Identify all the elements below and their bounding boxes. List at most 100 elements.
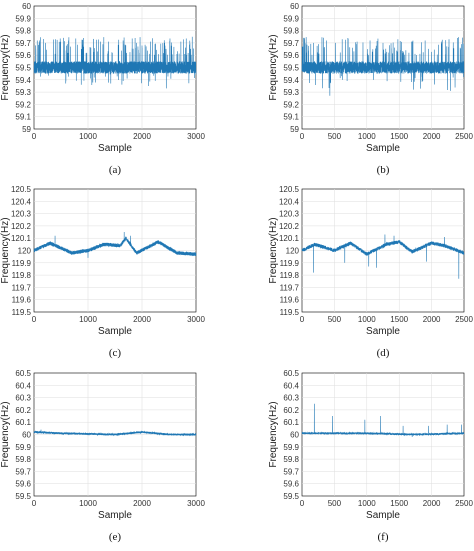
x-tick-label: 1000 <box>358 132 376 141</box>
y-tick-label: 59 <box>290 125 299 134</box>
y-axis-label: Frequency(Hz) <box>268 34 279 100</box>
x-tick-label: 2500 <box>455 499 473 508</box>
y-tick-label: 120 <box>286 247 300 256</box>
y-tick-label: 60.1 <box>283 418 299 427</box>
x-tick-label: 3000 <box>187 315 205 324</box>
y-tick-label: 119.8 <box>280 271 300 280</box>
y-tick-label: 59.8 <box>15 27 31 36</box>
y-tick-label: 60.2 <box>15 406 31 415</box>
y-axis-label: Frequency(Hz) <box>0 401 11 467</box>
x-tick-label: 2000 <box>133 499 151 508</box>
y-tick-label: 120.2 <box>11 222 32 231</box>
y-tick-label: 60.4 <box>15 381 31 390</box>
y-tick-label: 119.6 <box>12 296 32 305</box>
series-line <box>33 232 197 258</box>
chart-panel-5: 59.5 59.6 59.7 59.8 59.9 60 60.1 60.2 60.3 60.4 60… <box>268 369 473 543</box>
y-tick-label: 59.4 <box>15 76 31 85</box>
x-axis-label: Sample <box>98 326 132 337</box>
y-tick-label: 59.1 <box>15 113 31 122</box>
y-tick-label: 59.5 <box>15 64 31 73</box>
x-tick-label: 2000 <box>133 315 151 324</box>
y-tick-label: 120.5 <box>11 185 32 194</box>
y-tick-label: 59.3 <box>283 88 299 97</box>
y-tick-label: 119.7 <box>12 283 32 292</box>
y-axis-label: Frequency(Hz) <box>0 217 11 283</box>
chart-panel-2: 119.5 119.6 119.7 119.8 119.9 120 120.1 120.2 12… <box>0 185 205 359</box>
x-tick-label: 2000 <box>423 499 441 508</box>
x-tick-label: 500 <box>328 499 342 508</box>
y-tick-label: 60.5 <box>283 369 299 378</box>
x-tick-label: 1500 <box>390 315 408 324</box>
y-tick-label: 59.5 <box>283 492 299 501</box>
series-line <box>301 234 465 279</box>
y-tick-label: 120.3 <box>11 210 32 219</box>
y-tick-label: 119.9 <box>280 259 300 268</box>
chart-panel-3: 119.5 119.6 119.7 119.8 119.9 120 120.1 120.2 12… <box>268 185 473 359</box>
y-tick-label: 59.8 <box>283 455 299 464</box>
y-axis-label: Frequency(Hz) <box>268 217 279 283</box>
x-tick-label: 3000 <box>187 499 205 508</box>
panel-caption: (b) <box>377 164 390 176</box>
chart-panel-4: 59.5 59.6 59.7 59.8 59.9 60 60.1 60.2 60.3 60.4 60… <box>0 369 205 543</box>
y-tick-label: 59.9 <box>283 443 299 452</box>
x-tick-label: 1000 <box>79 315 97 324</box>
series-line <box>33 429 197 437</box>
y-tick-label: 59.4 <box>283 76 299 85</box>
y-axis-label: Frequency(Hz) <box>0 34 11 100</box>
y-tick-label: 59.2 <box>15 100 31 109</box>
x-tick-label: 2000 <box>423 315 441 324</box>
x-axis-label: Sample <box>366 326 400 337</box>
series-line <box>301 403 465 437</box>
y-tick-label: 60.3 <box>283 394 299 403</box>
x-tick-label: 1000 <box>79 499 97 508</box>
y-tick-label: 60 <box>290 431 299 440</box>
x-tick-label: 1000 <box>79 132 97 141</box>
y-tick-label: 59.3 <box>15 88 31 97</box>
y-tick-label: 59.5 <box>15 492 31 501</box>
panel-caption: (d) <box>377 347 390 359</box>
y-tick-label: 59.8 <box>283 27 299 36</box>
y-tick-label: 119.7 <box>280 283 300 292</box>
panel-caption: (e) <box>109 531 122 543</box>
x-tick-label: 0 <box>32 499 37 508</box>
y-tick-label: 119.8 <box>12 271 32 280</box>
y-tick-label: 59.9 <box>283 14 299 23</box>
y-tick-label: 59.8 <box>15 455 31 464</box>
y-tick-label: 59.1 <box>283 113 299 122</box>
x-axis-label: Sample <box>366 143 400 154</box>
y-tick-label: 120.1 <box>279 234 300 243</box>
panel-caption: (c) <box>109 347 122 359</box>
x-tick-label: 0 <box>32 315 37 324</box>
y-tick-label: 59.7 <box>15 467 31 476</box>
y-tick-label: 120.2 <box>279 222 300 231</box>
x-tick-label: 1500 <box>390 499 408 508</box>
y-tick-label: 60.5 <box>15 369 31 378</box>
x-tick-label: 500 <box>328 132 342 141</box>
x-tick-label: 2000 <box>133 132 151 141</box>
y-tick-label: 59.2 <box>283 100 299 109</box>
y-tick-label: 59 <box>22 125 31 134</box>
chart-panel-0: 59 59.1 59.2 59.3 59.4 59.5 59.6 59.7 59.8 59.9 60… <box>0 2 205 176</box>
x-tick-label: 0 <box>32 132 37 141</box>
y-tick-label: 120.3 <box>279 210 300 219</box>
x-axis-label: Sample <box>98 143 132 154</box>
x-tick-label: 0 <box>300 499 305 508</box>
y-tick-label: 60.2 <box>283 406 299 415</box>
y-tick-label: 119.9 <box>12 259 32 268</box>
y-tick-label: 59.6 <box>15 51 31 60</box>
x-tick-label: 0 <box>300 132 305 141</box>
y-tick-label: 59.7 <box>15 39 31 48</box>
x-axis-label: Sample <box>366 510 400 521</box>
y-tick-label: 60.4 <box>283 381 299 390</box>
x-tick-label: 1000 <box>358 315 376 324</box>
x-tick-label: 2000 <box>423 132 441 141</box>
y-tick-label: 60 <box>22 2 31 11</box>
y-tick-label: 119.6 <box>280 296 300 305</box>
x-tick-label: 2500 <box>455 315 473 324</box>
x-tick-label: 0 <box>300 315 305 324</box>
series-line <box>33 36 197 89</box>
y-tick-label: 59.7 <box>283 39 299 48</box>
y-tick-label: 60.1 <box>15 418 31 427</box>
x-tick-label: 1000 <box>358 499 376 508</box>
